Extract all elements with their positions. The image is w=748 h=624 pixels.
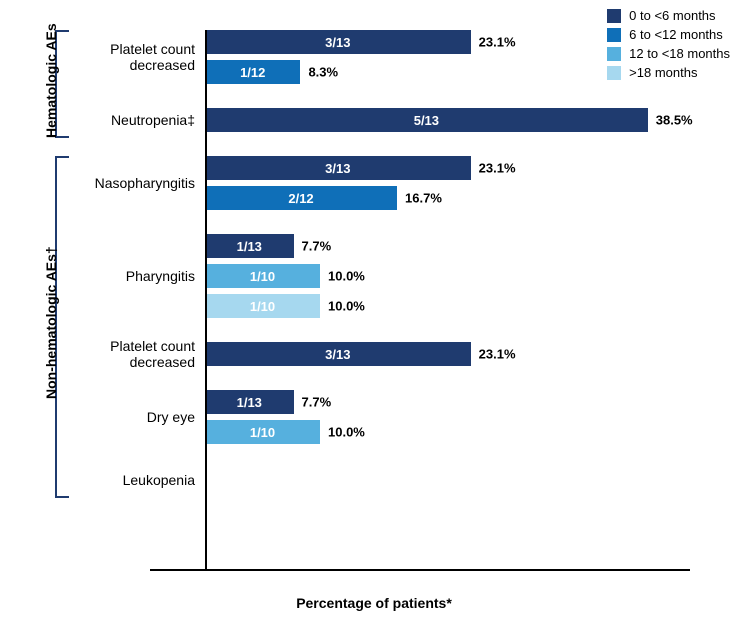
bar: 5/1338.5% xyxy=(205,108,648,132)
bar-outer-label: 10.0% xyxy=(320,299,365,314)
bar: 2/1216.7% xyxy=(205,186,397,210)
bar-row: 5/1338.5% xyxy=(205,108,665,132)
bar: 3/1323.1% xyxy=(205,156,471,180)
bar-outer-label: 7.7% xyxy=(294,395,332,410)
bar-row: 1/10 10.0% xyxy=(205,294,665,318)
legend-swatch xyxy=(607,9,621,23)
bar-outer-label: 23.1% xyxy=(471,347,516,362)
bar-row: 1/12 8.3% xyxy=(205,60,665,84)
group-label: Hematologic AEs xyxy=(43,23,59,138)
x-axis xyxy=(150,569,690,571)
bar-inner-label: 2/12 xyxy=(288,191,313,206)
bar-inner-label: 3/13 xyxy=(325,347,350,362)
category-label: Leukopenia xyxy=(0,472,195,488)
x-axis-label: Percentage of patients* xyxy=(0,595,748,611)
bar-outer-label: 7.7% xyxy=(294,239,332,254)
bar-row: 3/13 23.1% xyxy=(205,156,665,180)
bar-outer-label: 10.0% xyxy=(320,269,365,284)
category-label: Platelet countdecreased xyxy=(0,41,195,73)
group-label: Non-hematologic AEs† xyxy=(43,246,59,399)
group-bracket-tick xyxy=(55,156,69,158)
bar: 1/1010.0% xyxy=(205,294,320,318)
bar-row: 1/10 10.0% xyxy=(205,420,665,444)
bar: 1/1010.0% xyxy=(205,264,320,288)
bar-row: 1/10 10.0% xyxy=(205,264,665,288)
bar-inner-label: 1/12 xyxy=(240,65,265,80)
bar-row: 1/13 7.7% xyxy=(205,390,665,414)
y-axis xyxy=(205,30,207,570)
bar-outer-label: 16.7% xyxy=(397,191,442,206)
category-label: Nasopharyngitis xyxy=(0,175,195,191)
bar-inner-label: 1/10 xyxy=(250,425,275,440)
bar: 1/137.7% xyxy=(205,390,294,414)
bar-row: 3/13 23.1% xyxy=(205,30,665,54)
bar-inner-label: 3/13 xyxy=(325,35,350,50)
bar-outer-label: 38.5% xyxy=(648,113,693,128)
bar-inner-label: 5/13 xyxy=(414,113,439,128)
bar-row: 1/13 7.7% xyxy=(205,234,665,258)
category-label: Pharyngitis xyxy=(0,268,195,284)
bar-outer-label: 10.0% xyxy=(320,425,365,440)
chart-container: 0 to <6 months6 to <12 months12 to <18 m… xyxy=(0,0,748,624)
category-label: Dry eye xyxy=(0,409,195,425)
bar-outer-label: 23.1% xyxy=(471,161,516,176)
group-bracket-tick xyxy=(55,496,69,498)
bar-row: 3/13 23.1% xyxy=(205,342,665,366)
category-label: Platelet countdecreased xyxy=(0,338,195,370)
bar: 1/128.3% xyxy=(205,60,300,84)
legend-item: 0 to <6 months xyxy=(607,8,730,23)
bar: 3/1323.1% xyxy=(205,30,471,54)
bar: 1/137.7% xyxy=(205,234,294,258)
bar-outer-label: 23.1% xyxy=(471,35,516,50)
category-label: Neutropenia‡ xyxy=(0,112,195,128)
legend-label: 0 to <6 months xyxy=(629,8,715,23)
plot-area: 3/13 23.1% 1/12 8.3% 5/1338.5% 3/13 23.1% 2/12 1… xyxy=(205,30,665,565)
bar-outer-label: 8.3% xyxy=(300,65,338,80)
bar-inner-label: 1/13 xyxy=(237,395,262,410)
bar: 3/1323.1% xyxy=(205,342,471,366)
bar-inner-label: 1/13 xyxy=(237,239,262,254)
bar-inner-label: 1/10 xyxy=(250,269,275,284)
bar-row: 2/12 16.7% xyxy=(205,186,665,210)
bar-inner-label: 3/13 xyxy=(325,161,350,176)
bar: 1/1010.0% xyxy=(205,420,320,444)
bar-inner-label: 1/10 xyxy=(250,299,275,314)
